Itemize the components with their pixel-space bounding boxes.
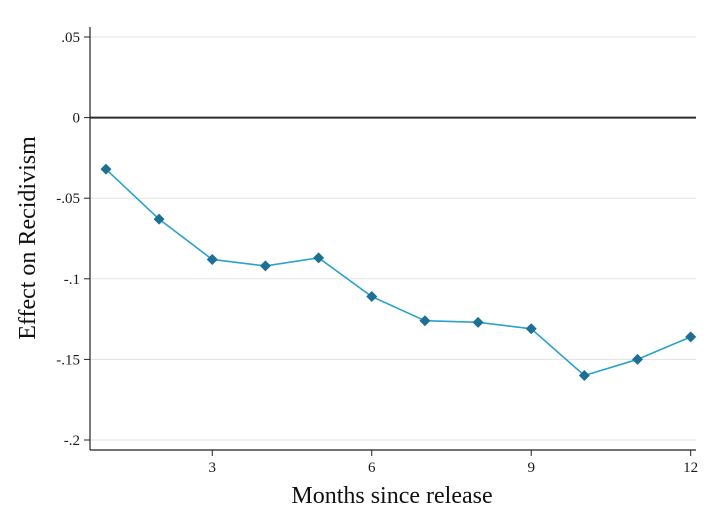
y-axis-title: Effect on Recidivism xyxy=(15,136,41,340)
data-point-marker xyxy=(206,253,218,265)
y-tick-label: -.05 xyxy=(56,191,80,207)
x-tick-label: 3 xyxy=(209,460,217,476)
y-tick-label: 0 xyxy=(73,111,81,127)
data-point-marker xyxy=(472,316,484,328)
data-point-marker xyxy=(632,353,644,365)
data-point-marker xyxy=(525,323,537,335)
axes xyxy=(84,27,696,456)
y-tick-label: .05 xyxy=(61,30,80,46)
data-point-marker xyxy=(153,213,165,225)
data-point-marker xyxy=(578,370,590,382)
x-tick-label: 12 xyxy=(683,460,698,476)
data-point-marker xyxy=(313,252,325,264)
series-group xyxy=(100,163,697,382)
y-tick-label: -.1 xyxy=(64,272,80,288)
y-tick-label: -.15 xyxy=(56,352,80,368)
data-point-marker xyxy=(366,291,378,303)
data-point-marker xyxy=(685,331,697,343)
data-point-marker xyxy=(419,315,431,327)
data-point-marker xyxy=(100,163,112,175)
data-point-marker xyxy=(259,260,271,272)
x-axis-title: Months since release xyxy=(291,483,492,509)
x-tick-label: 9 xyxy=(527,460,535,476)
y-tick-label: -.2 xyxy=(64,433,80,449)
series-line xyxy=(105,168,691,377)
x-tick-label: 6 xyxy=(368,460,376,476)
grid-lines xyxy=(90,36,696,441)
tick-labels: .05 0 -.05 -.1 -.15 -.2 3 6 9 12 xyxy=(56,30,698,476)
